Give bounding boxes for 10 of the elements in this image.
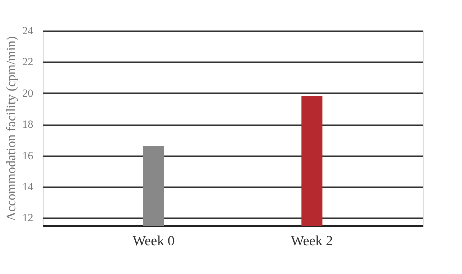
- y-tick-label: 16: [22, 150, 34, 162]
- x-tick-label: Week 2: [291, 234, 334, 250]
- y-tick-label: 14: [22, 182, 34, 194]
- y-tick-label: 22: [22, 56, 34, 69]
- y-axis-title: Accommodation facility (cpm/min): [4, 36, 18, 222]
- y-tick-label: 18: [22, 119, 34, 132]
- x-tick-label: Week 0: [132, 234, 175, 250]
- y-tick-label: 12: [22, 212, 34, 225]
- y-tick-label: 24: [22, 26, 34, 38]
- y-tick-label: 20: [22, 88, 34, 100]
